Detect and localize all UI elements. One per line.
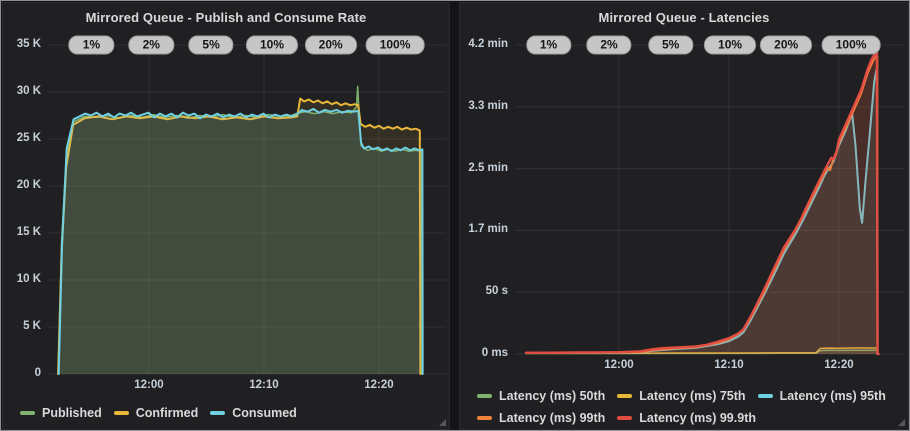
legend-label: Consumed [232,405,297,420]
y-axis-tick-label: 25 K [16,132,41,144]
x-axis-tick-label: 12:20 [364,379,394,391]
legend-label: Published [42,405,102,420]
legend-label: Latency (ms) 99.9th [639,410,756,425]
panel-title[interactable]: Mirrored Queue - Publish and Consume Rat… [85,10,367,25]
legend-item-latency-ms-50th[interactable]: Latency (ms) 50th [477,385,605,406]
y-axis-tick-label: 30 K [16,85,41,97]
legend-color-swatch-icon [757,393,773,398]
y-axis-tick-label: 0 [34,367,41,379]
annotation-pill-20[interactable]: 20% [304,35,357,55]
legend-item-confirmed[interactable]: Confirmed [113,402,199,423]
rate-chart-legend: Published Confirmed Consumed [20,402,439,423]
legend-color-swatch-icon [617,393,633,398]
series-line-consumed [57,107,424,375]
y-axis-tick-label: 0 ms [481,347,508,359]
annotation-pill-100[interactable]: 100% [821,35,881,55]
annotation-pill-1[interactable]: 1% [68,35,115,55]
legend-label: Latency (ms) 99th [499,410,606,425]
x-axis-tick-label: 12:00 [604,359,634,371]
series-fill-latency-ms-95th [526,69,878,354]
latency-chart-plot-area[interactable]: 1% 2% 5% 10% 20% 100% [515,35,904,356]
series-fill-confirmed [58,98,421,374]
legend-color-swatch-icon [113,410,129,415]
panel-publish-consume-rate: Mirrored Queue - Publish and Consume Rat… [2,2,450,430]
y-axis-tick-label: 1.7 min [468,223,508,236]
latency-chart-legend: Latency (ms) 50th Latency (ms) 75th Latenc… [477,385,898,428]
y-axis-tick-label: 20 K [16,179,41,191]
panel-title[interactable]: Mirrored Queue - Latencies [598,10,770,25]
series-line-latency-ms-99-9th [524,51,880,356]
annotation-pill-100[interactable]: 100% [365,35,425,55]
legend-label: Latency (ms) 95th [779,388,886,403]
legend-label: Latency (ms) 50th [499,388,606,403]
annotation-pill-10[interactable]: 10% [245,35,299,55]
legend-item-latency-ms-99th[interactable]: Latency (ms) 99th [477,407,605,428]
x-axis-tick-label: 12:20 [824,359,854,371]
annotation-pill-20[interactable]: 20% [760,35,813,55]
legend-item-published[interactable]: Published [20,402,102,423]
y-axis-tick-label: 3.3 min [468,99,508,112]
annotation-pill-1[interactable]: 1% [525,35,572,55]
series-line-confirmed [57,97,422,375]
legend-color-swatch-icon [20,410,35,415]
annotation-pill-2[interactable]: 2% [128,35,174,55]
chart-canvas [515,44,904,356]
legend-color-swatch-icon [617,415,633,420]
y-axis-tick-label: 35 K [16,38,41,50]
annotation-pill-5[interactable]: 5% [188,35,234,55]
y-axis-tick-label: 15 K [16,226,41,238]
y-axis-tick-label: 5 K [23,320,41,332]
x-axis-tick-label: 12:10 [249,379,279,391]
y-axis-tick-label: 50 s [485,285,508,298]
series-fill-latency-ms-99th [526,56,878,354]
panel-resize-handle-icon[interactable] [439,419,446,426]
y-axis-tick-label: 10 K [16,273,41,285]
legend-label: Confirmed [135,405,199,420]
legend-item-latency-ms-95th[interactable]: Latency (ms) 95th [757,385,886,406]
legend-label: Latency (ms) 75th [639,388,746,403]
legend-item-consumed[interactable]: Consumed [210,402,297,423]
rate-chart-plot-area[interactable]: 1% 2% 5% 10% 20% 100% [48,35,446,375]
x-axis-tick-label: 12:10 [714,359,744,371]
chart-canvas [48,44,446,375]
legend-color-swatch-icon [477,393,492,398]
y-axis-tick-label: 4.2 min [468,38,508,50]
annotation-pill-2[interactable]: 2% [586,35,632,55]
series-fill-published [58,86,422,375]
legend-color-swatch-icon [210,410,226,415]
y-axis-tick-label: 2.5 min [468,161,508,174]
legend-item-latency-ms-75th[interactable]: Latency (ms) 75th [617,385,746,406]
series-line-latency-ms-75th [525,347,879,355]
panel-resize-handle-icon[interactable] [898,419,905,426]
x-axis-tick-label: 12:00 [134,379,164,391]
annotation-pill-10[interactable]: 10% [704,35,757,55]
series-fill-latency-ms-99-9th [526,52,879,355]
panel-latencies: Mirrored Queue - Latencies 1% 2% 5% 10% 20% 1… [459,2,909,430]
annotation-pill-5[interactable]: 5% [647,35,694,55]
legend-item-latency-ms-99-9th[interactable]: Latency (ms) 99.9th [617,407,756,428]
series-fill-consumed [58,108,423,375]
legend-color-swatch-icon [477,415,492,420]
